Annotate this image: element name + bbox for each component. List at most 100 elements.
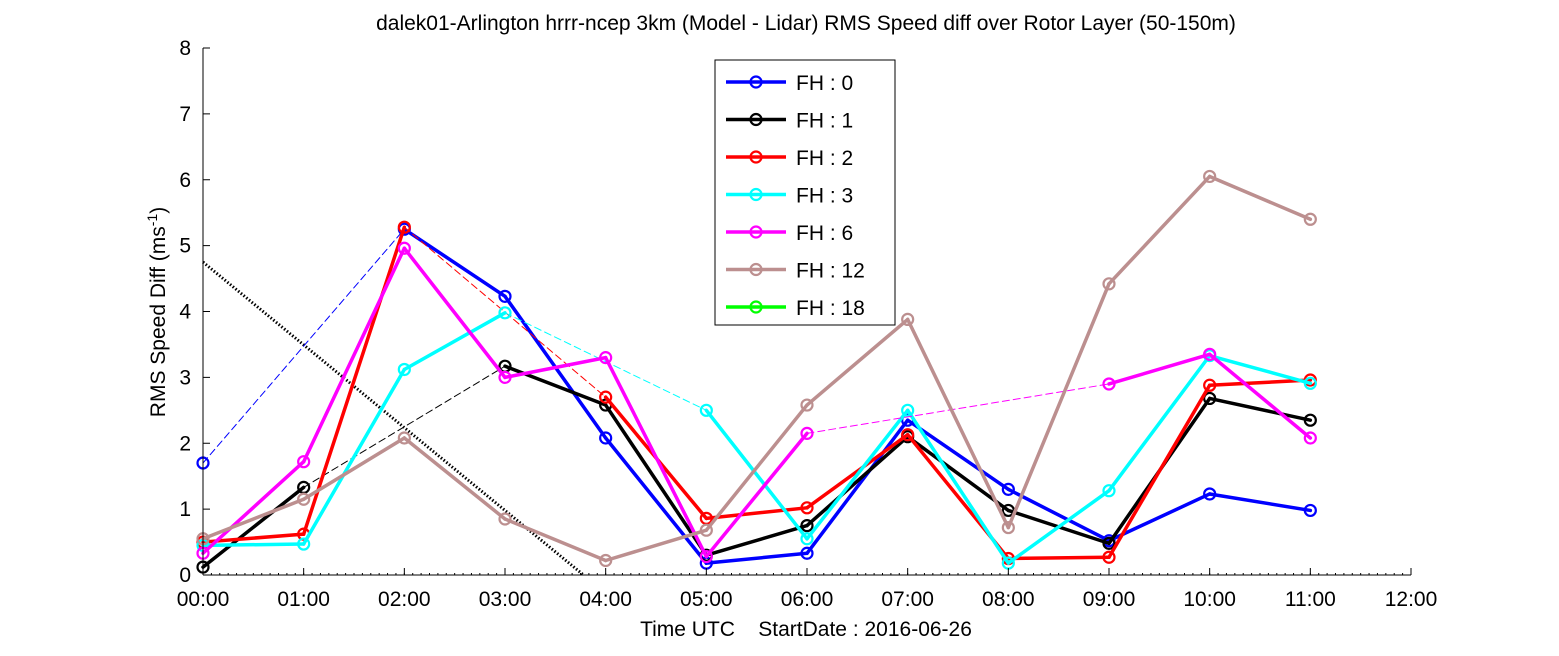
series-segment (603, 355, 709, 559)
x-axis-ticks: 00:00 01:00 02:00 03:00 04:00 05:00 06:00 07:00… (177, 568, 1438, 611)
data-point (901, 428, 915, 442)
series-segment (1107, 353, 1212, 493)
series-segment (201, 542, 306, 548)
data-point (297, 455, 311, 469)
data-point (498, 512, 512, 526)
series-segment (402, 246, 507, 380)
y-tick-label: 6 (179, 169, 191, 192)
series-segment (905, 317, 1011, 530)
legend-box (714, 59, 896, 326)
series-segment (201, 485, 306, 569)
x-tick-label: 12:00 (1385, 588, 1438, 611)
series-segment (603, 403, 709, 557)
x-tick-label: 11:00 (1285, 588, 1336, 611)
data-point (1303, 503, 1317, 518)
data-point (1203, 378, 1217, 392)
series-segment (704, 408, 809, 541)
legend-marker (749, 150, 763, 164)
legend-marker (749, 75, 763, 89)
y-tick-label: 1 (179, 498, 191, 521)
legend-marker (749, 300, 763, 314)
legend-label: FH : 18 (796, 297, 865, 320)
reference-layer (202, 260, 585, 577)
x-axis-label: Time UTC StartDate : 2016-06-26 (640, 618, 972, 641)
data-point (498, 289, 512, 303)
series-segment (301, 367, 407, 546)
reference-dotted-line (202, 260, 585, 577)
series-segment (301, 225, 407, 536)
data-point (599, 390, 613, 404)
series-segment (201, 459, 306, 556)
x-tick-label: 07:00 (881, 588, 934, 611)
series-segment (704, 506, 809, 521)
series-segment (805, 408, 910, 541)
legend-marker (749, 225, 763, 239)
series-segment (1006, 282, 1111, 530)
series-segment (905, 408, 1011, 565)
series-segment (1006, 555, 1111, 561)
data-point (800, 532, 814, 546)
data-point (397, 220, 411, 234)
x-tick-label: 06:00 (781, 588, 834, 611)
data-point (901, 312, 915, 327)
data-point (1303, 212, 1317, 226)
data-point (397, 241, 411, 255)
series-dashed-segment (303, 365, 506, 488)
series-fh-0 (196, 222, 1317, 570)
data-point (901, 403, 915, 417)
y-axis-ticks: 0 1 2 3 4 5 6 7 8 (179, 37, 210, 587)
x-tick-label: 10:00 (1183, 588, 1236, 611)
data-point (397, 431, 411, 445)
legend-label: FH : 3 (796, 185, 853, 208)
y-axis-label-close: ) (147, 207, 170, 214)
data-point (1001, 520, 1015, 535)
series-segment (704, 431, 809, 559)
data-point (1203, 487, 1217, 501)
y-tick-label: 8 (179, 37, 191, 60)
series-segment (503, 517, 608, 563)
series-segment (503, 355, 608, 380)
data-point (800, 546, 814, 560)
y-tick-label: 3 (179, 366, 191, 389)
series-segment (1107, 352, 1212, 386)
data-point (1203, 169, 1217, 184)
series-layer (196, 169, 1317, 574)
y-tick-label: 5 (179, 235, 191, 258)
series-segment (805, 434, 910, 528)
legend: FH : 0 FH : 1 FH : 2 FH : 3 FH : 6 FH : 12 FH … (714, 59, 896, 326)
series-dashed-segment (806, 383, 1110, 434)
series-segment (905, 418, 1011, 492)
legend-label: FH : 2 (796, 147, 853, 170)
series-segment (603, 528, 709, 563)
data-point (1001, 482, 1015, 496)
x-tick-label: 01:00 (277, 588, 330, 611)
x-tick-label: 05:00 (680, 588, 733, 611)
series-segment (704, 551, 809, 565)
series-segment (301, 246, 407, 464)
y-tick-label: 0 (179, 564, 191, 587)
series-segment (1006, 488, 1111, 565)
series-segment (402, 311, 507, 372)
y-tick-label: 2 (179, 432, 191, 455)
series-segment (201, 532, 306, 544)
series-segment (1207, 174, 1313, 222)
data-point (1303, 413, 1317, 427)
series-segment (201, 497, 306, 541)
legend-marker (749, 262, 763, 277)
series-segment (905, 434, 1011, 513)
legend-label: FH : 1 (796, 110, 853, 133)
x-tick-label: 04:00 (579, 588, 632, 611)
series-segment (805, 432, 910, 510)
data-point (1102, 536, 1116, 550)
x-tick-label: 09:00 (1083, 588, 1136, 611)
legend-marker (749, 112, 763, 127)
x-tick-label: 03:00 (479, 588, 532, 611)
x-tick-label: 02:00 (378, 588, 431, 611)
series-fh-12 (196, 169, 1317, 568)
series-segment (1107, 174, 1212, 286)
data-point (297, 537, 311, 551)
data-point (599, 553, 613, 568)
data-point (800, 398, 814, 412)
series-segment (1207, 492, 1313, 513)
